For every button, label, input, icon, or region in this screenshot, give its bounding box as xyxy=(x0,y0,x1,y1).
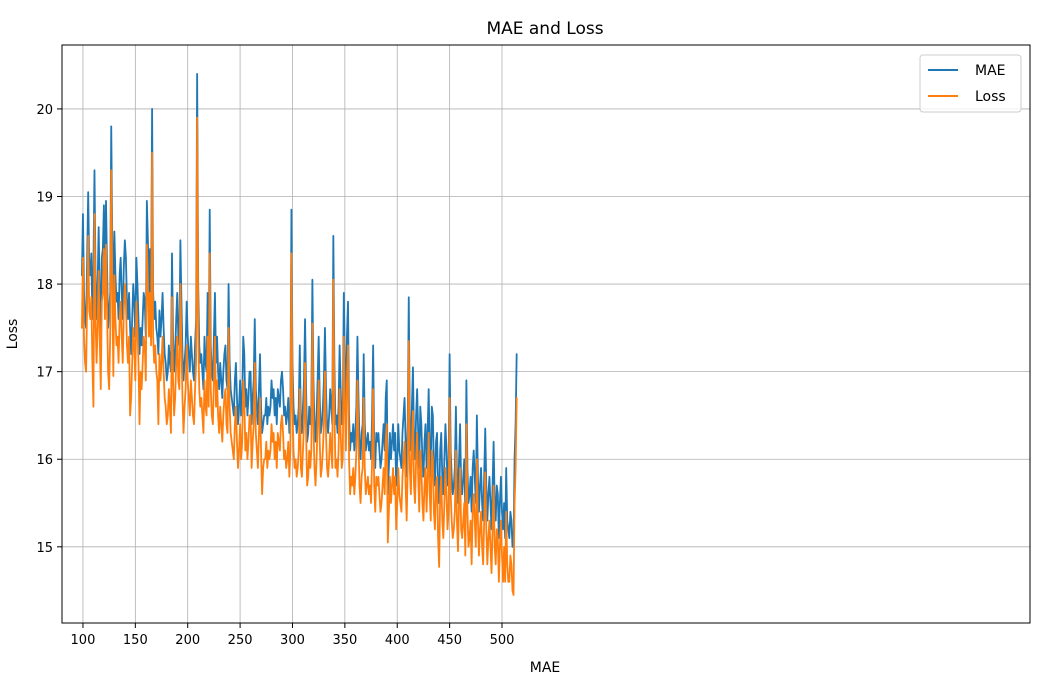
x-tick-label: 100 xyxy=(71,633,96,648)
legend-label-loss: Loss xyxy=(975,89,1006,105)
y-tick-label: 19 xyxy=(36,191,53,206)
x-tick-label: 200 xyxy=(175,633,200,648)
y-tick-label: 18 xyxy=(36,278,53,293)
chart-title: MAE and Loss xyxy=(486,19,603,39)
legend: MAE Loss xyxy=(919,54,1022,113)
x-tick-label: 150 xyxy=(123,633,148,648)
x-axis: 100 150 200 250 300 350 400 450 500 xyxy=(71,623,515,648)
x-axis-label: MAE xyxy=(530,660,561,676)
x-tick-label: 400 xyxy=(385,633,410,648)
legend-box xyxy=(919,54,1022,113)
y-axis-label: Loss xyxy=(5,319,21,350)
series-group xyxy=(81,73,518,596)
y-tick-label: 20 xyxy=(36,103,53,118)
x-tick-label: 500 xyxy=(490,633,515,648)
x-tick-label: 250 xyxy=(228,633,253,648)
x-tick-label: 300 xyxy=(280,633,305,648)
series-line-mae xyxy=(81,73,518,548)
y-axis: 15 16 17 18 19 20 xyxy=(36,103,62,556)
x-tick-label: 350 xyxy=(332,633,357,648)
y-tick-label: 17 xyxy=(36,366,53,381)
series-line-loss xyxy=(81,116,518,596)
legend-label-mae: MAE xyxy=(975,63,1006,79)
x-tick-label: 450 xyxy=(437,633,462,648)
plot-frame xyxy=(61,44,1031,624)
y-tick-label: 15 xyxy=(36,541,53,556)
grid xyxy=(62,45,1030,623)
y-tick-label: 16 xyxy=(36,453,53,468)
